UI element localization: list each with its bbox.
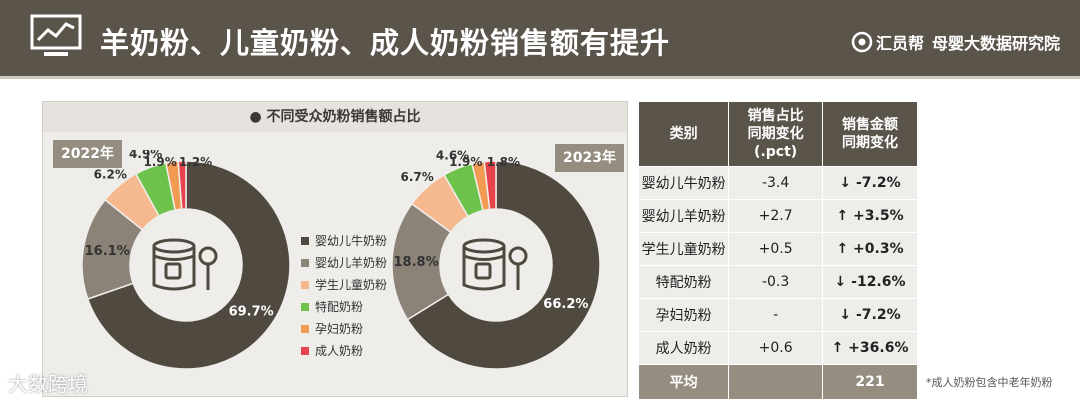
- milk-can-icon: [152, 238, 218, 291]
- slice-label: 69.7%: [229, 304, 274, 319]
- legend-label: 孕妇奶粉: [315, 322, 364, 336]
- slice-label: 1.2%: [179, 155, 212, 169]
- row-pct: -: [728, 298, 824, 332]
- panel-title: ● 不同受众奶粉销售额占比: [43, 102, 627, 132]
- legend-item: 婴幼儿牛奶粉: [301, 230, 387, 252]
- legend-swatch: [301, 237, 309, 245]
- avg-label: 平均: [637, 364, 730, 400]
- header-bar: 羊奶粉、儿童奶粉、成人奶粉销售额有提升 汇员帮 母婴大数据研究院: [0, 0, 1080, 76]
- row-amount: ↓ -7.2%: [822, 166, 918, 200]
- donut-chart-2022: 69.7% 16.1% 6.2%4.9%1.9% 1.2%: [81, 150, 291, 370]
- table-row: 婴幼儿牛奶粉 -3.4 ↓ -7.2%: [637, 166, 918, 200]
- row-category: 成人奶粉: [637, 331, 730, 365]
- row-amount: ↓ -12.6%: [822, 265, 918, 299]
- milk-can-icon: [462, 238, 528, 291]
- row-amount: ↑ +0.3%: [822, 232, 918, 266]
- row-category: 孕妇奶粉: [637, 298, 730, 332]
- header-share-change: 销售占比 同期变化 (.pct): [728, 101, 824, 167]
- slice-label: 1.8%: [487, 155, 520, 169]
- row-pct: -0.3: [728, 265, 824, 299]
- brand-logo-text: 汇员帮: [875, 34, 924, 53]
- slice-label: 66.2%: [543, 297, 588, 312]
- legend-item: 婴幼儿羊奶粉: [301, 252, 387, 274]
- legend-item: 成人奶粉: [301, 340, 387, 362]
- row-amount: ↑ +36.6%: [822, 331, 918, 365]
- row-amount: ↑ +3.5%: [822, 199, 918, 233]
- legend-swatch: [301, 325, 309, 333]
- avg-pct: [728, 364, 824, 400]
- footnote: *成人奶粉包含中老年奶粉: [926, 376, 1053, 389]
- legend-swatch: [301, 347, 309, 355]
- brand-subtitle: 母婴大数据研究院: [931, 34, 1060, 53]
- brand-logo: 汇员帮: [851, 30, 924, 54]
- avg-amount: 221: [822, 364, 918, 400]
- slice-label: 6.7%: [400, 170, 433, 184]
- donut-slice-婴幼儿牛奶粉: [406, 160, 601, 370]
- legend-swatch: [301, 281, 309, 289]
- row-pct: +2.7: [728, 199, 824, 233]
- legend-item: 孕妇奶粉: [301, 318, 387, 340]
- donut-slice-成人奶粉: [177, 160, 187, 210]
- slice-label: 4.6%: [436, 150, 469, 162]
- table-row: 成人奶粉 +0.6 ↑ +36.6%: [637, 331, 918, 365]
- legend-item: 学生儿童奶粉: [301, 274, 387, 296]
- legend-item: 特配奶粉: [301, 296, 387, 318]
- row-category: 特配奶粉: [637, 265, 730, 299]
- pie-panel: ● 不同受众奶粉销售额占比 2022年 2023年 69.7% 16.1% 6.2%…: [42, 101, 628, 397]
- legend-label: 婴幼儿牛奶粉: [315, 234, 388, 248]
- table-row: 学生儿童奶粉 +0.5 ↑ +0.3%: [637, 232, 918, 266]
- legend-label: 成人奶粉: [315, 344, 364, 358]
- table-row: 孕妇奶粉 - ↓ -7.2%: [637, 298, 918, 332]
- slice-label: 6.2%: [94, 168, 127, 182]
- brand-icon: [851, 31, 873, 53]
- brand: 汇员帮 母婴大数据研究院: [851, 30, 1060, 54]
- row-amount: ↓ -7.2%: [822, 298, 918, 332]
- chart-legend: 婴幼儿牛奶粉 婴幼儿羊奶粉 学生儿童奶粉 特配奶粉 孕妇奶粉 成人奶粉: [301, 230, 387, 362]
- slice-label: 1.9%: [449, 155, 482, 169]
- year-badge-2023: 2023年: [555, 144, 624, 172]
- legend-label: 学生儿童奶粉: [315, 278, 388, 292]
- header-category: 类别: [637, 101, 730, 167]
- row-pct: +0.6: [728, 331, 824, 365]
- row-category: 婴幼儿牛奶粉: [637, 166, 730, 200]
- year-badge-2022: 2022年: [53, 140, 122, 168]
- row-category: 学生儿童奶粉: [637, 232, 730, 266]
- chart-monitor-icon: [30, 14, 82, 56]
- page-title: 羊奶粉、儿童奶粉、成人奶粉销售额有提升: [100, 26, 671, 60]
- donut-chart-2023: 66.2% 18.8% 6.7%4.6%1.9% 1.8%: [391, 150, 601, 370]
- slice-label: 4.9%: [129, 150, 162, 161]
- row-category: 婴幼儿羊奶粉: [637, 199, 730, 233]
- donut-slice-成人奶粉: [483, 160, 497, 211]
- row-pct: -3.4: [728, 166, 824, 200]
- donut-slice-婴幼儿牛奶粉: [86, 160, 291, 370]
- watermark: 大数跨境: [8, 372, 88, 396]
- slice-label: 16.1%: [85, 244, 130, 259]
- header-divider: [0, 76, 1080, 79]
- table-row: 婴幼儿羊奶粉 +2.7 ↑ +3.5%: [637, 199, 918, 233]
- slice-label: 1.9%: [143, 155, 176, 169]
- row-pct: +0.5: [728, 232, 824, 266]
- comparison-table: 类别 销售占比 同期变化 (.pct) 销售金额 同期变化 婴幼儿牛奶粉 -3.…: [637, 101, 918, 400]
- table-header-row: 类别 销售占比 同期变化 (.pct) 销售金额 同期变化: [637, 101, 918, 167]
- legend-label: 特配奶粉: [315, 300, 364, 314]
- table-average-row: 平均 221: [637, 364, 918, 400]
- header-amount-change: 销售金额 同期变化: [822, 101, 918, 167]
- slice-label: 18.8%: [394, 255, 439, 270]
- legend-swatch: [301, 259, 309, 267]
- legend-label: 婴幼儿羊奶粉: [315, 256, 388, 270]
- legend-swatch: [301, 303, 309, 311]
- table-row: 特配奶粉 -0.3 ↓ -12.6%: [637, 265, 918, 299]
